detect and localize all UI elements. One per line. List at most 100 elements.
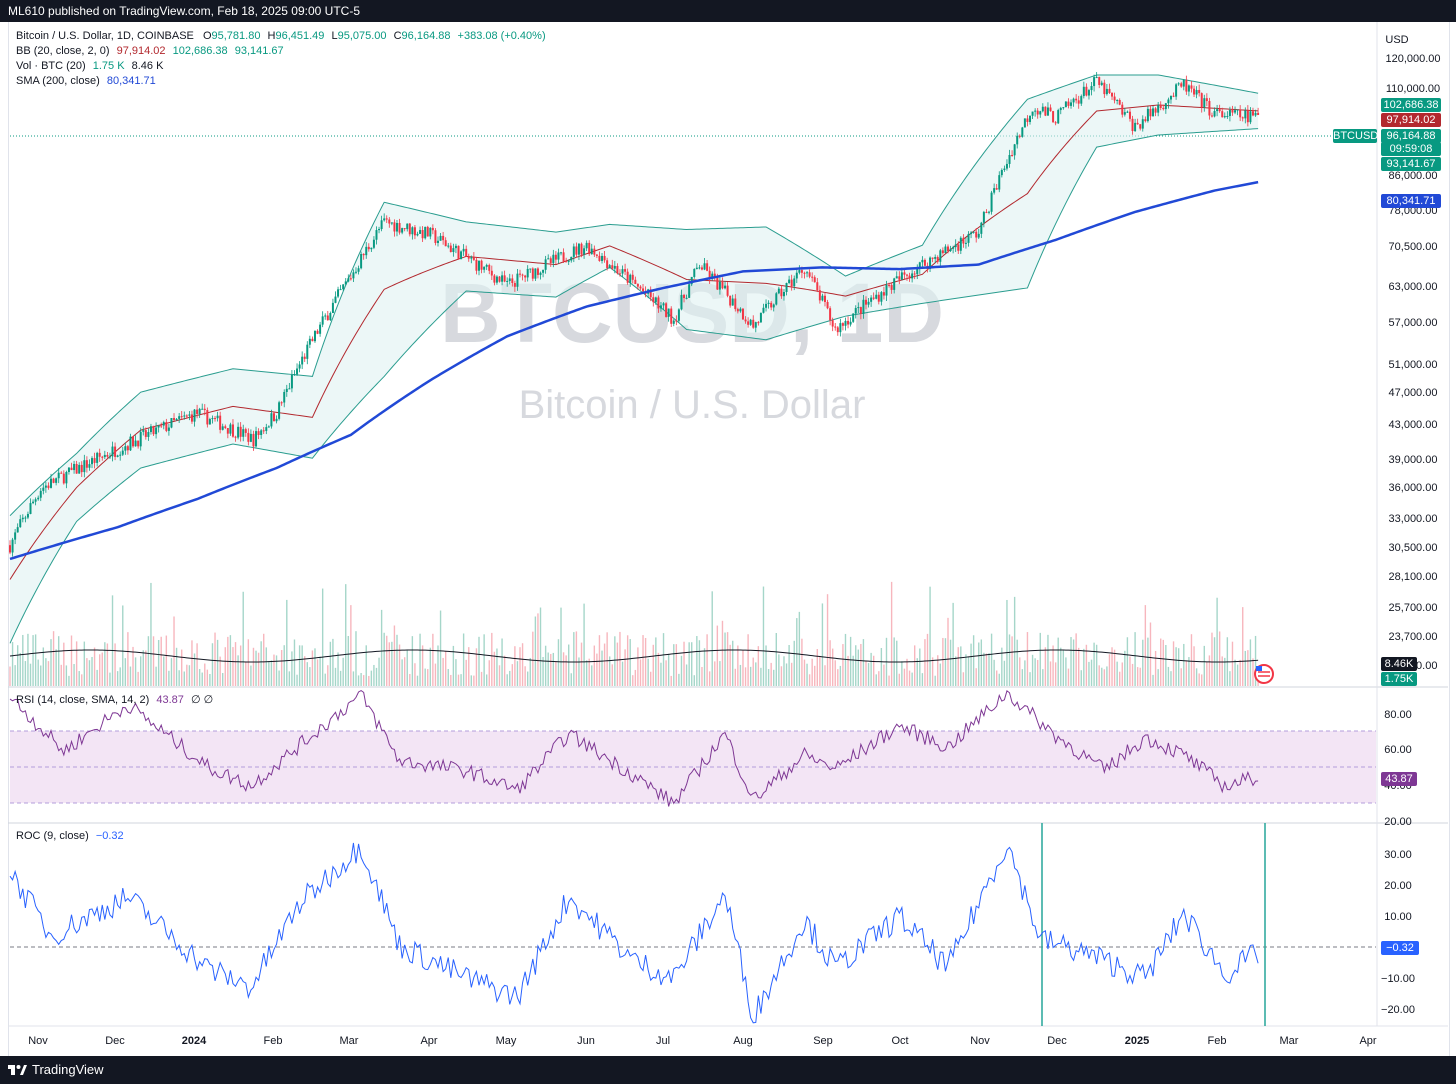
candle-body — [462, 248, 465, 252]
tradingview-brand: TradingView — [32, 1062, 104, 1077]
candle-body — [601, 255, 604, 261]
candle-body — [1072, 98, 1075, 103]
candle-body — [1000, 170, 1003, 176]
candle-body — [1118, 100, 1121, 105]
candle-body — [55, 478, 58, 483]
legend-vol[interactable]: Vol · BTC (20) 1.75 K 8.46 K — [16, 60, 163, 72]
candle-body — [101, 456, 104, 458]
candle-body — [375, 230, 378, 240]
candle-body — [406, 223, 409, 230]
candle-body — [11, 539, 14, 553]
candle-body — [321, 316, 324, 325]
candle-body — [208, 419, 211, 425]
candle-body — [952, 247, 955, 249]
candle-body — [590, 248, 593, 255]
candle-body — [1141, 119, 1144, 129]
candle-body — [216, 415, 219, 419]
candle-body — [362, 253, 365, 256]
candle-body — [575, 246, 578, 255]
roc-axis[interactable]: 30.00 20.00 10.00 −10.00 −20.00 — [1381, 849, 1415, 1016]
candle-body — [921, 259, 924, 263]
legend-sma-value: 80,341.71 — [106, 75, 156, 87]
candle-body — [1218, 109, 1221, 112]
candle-body — [757, 322, 760, 324]
candle-body — [839, 323, 842, 333]
candle-body — [247, 432, 250, 442]
candle-body — [875, 294, 878, 299]
candle-body — [703, 263, 706, 270]
candle-body — [436, 240, 439, 243]
candle-body — [711, 273, 714, 279]
candle-body — [595, 254, 598, 256]
legend-bb[interactable]: BB (20, close, 2, 0) 97,914.02 102,686.3… — [16, 45, 284, 57]
candle-body — [1087, 90, 1090, 96]
candle-body — [211, 418, 214, 420]
publish-header: ML610 published on TradingView.com, Feb … — [0, 0, 1456, 22]
candle-body — [272, 413, 275, 422]
us-flag-icon[interactable] — [1254, 664, 1274, 684]
price-tick: 63,000.00 — [1389, 281, 1438, 293]
candle-body — [280, 402, 283, 404]
candle-body — [1067, 101, 1070, 106]
candle-body — [383, 218, 386, 221]
candle-body — [916, 268, 919, 275]
tradingview-logo[interactable]: TradingView — [8, 1062, 104, 1077]
candle-body — [693, 268, 696, 277]
candle-body — [416, 233, 419, 236]
candle-body — [47, 485, 50, 488]
legend-rsi-value: 43.87 — [156, 694, 184, 706]
candle-body — [426, 226, 429, 237]
candle-body — [1159, 105, 1162, 108]
candle-body — [526, 268, 529, 278]
legend-sma[interactable]: SMA (200, close) 80,341.71 — [16, 75, 156, 87]
price-tick: 30,500.00 — [1389, 542, 1438, 554]
candle-body — [1131, 118, 1134, 132]
legend-rsi[interactable]: RSI (14, close, SMA, 14, 2) 43.87 ∅ ∅ — [16, 693, 213, 706]
price-tick: 39,000.00 — [1389, 454, 1438, 466]
candle-body — [165, 422, 168, 431]
candle-body — [939, 250, 942, 262]
candle-body — [162, 422, 165, 426]
candle-body — [244, 429, 247, 433]
candle-body — [1172, 95, 1175, 97]
rsi-axis[interactable]: 80.00 60.00 40.00 20.00 — [1384, 709, 1412, 828]
price-tick: 36,000.00 — [1389, 482, 1438, 494]
candle-body — [821, 295, 824, 301]
candle-body — [654, 297, 657, 303]
candle-body — [9, 545, 11, 553]
chart-frame[interactable] — [8, 22, 1450, 1056]
price-tick: 47,000.00 — [1389, 387, 1438, 399]
candle-body — [308, 338, 311, 345]
candle-body — [685, 297, 688, 299]
legend-low-label: L — [331, 30, 338, 42]
candle-body — [214, 418, 217, 420]
candle-body — [903, 272, 906, 275]
candle-body — [806, 272, 809, 274]
candle-body — [793, 278, 796, 287]
candle-body — [1146, 108, 1149, 122]
bb-basis-line — [9, 104, 1259, 580]
candle-body — [1210, 115, 1213, 117]
candle-body — [1187, 85, 1190, 92]
candle-body — [880, 292, 883, 302]
candle-body — [1021, 127, 1024, 137]
legend-roc-label: ROC (9, close) — [16, 830, 89, 842]
time-axis[interactable]: Nov Dec 2024 Feb Mar Apr May Jun Jul Aug… — [28, 1035, 1377, 1047]
candle-body — [990, 192, 993, 212]
candle-body — [762, 307, 765, 313]
candle-body — [724, 285, 727, 289]
candle-body — [841, 323, 844, 326]
candle-body — [44, 485, 47, 488]
legend-roc[interactable]: ROC (9, close) −0.32 — [16, 830, 124, 842]
indicator-lines-layer — [9, 180, 1259, 1024]
candle-body — [642, 288, 645, 292]
candle-body — [649, 289, 652, 298]
candle-body — [613, 265, 616, 269]
candle-body — [267, 426, 270, 428]
candle-body — [1244, 110, 1247, 119]
legend-main[interactable]: Bitcoin / U.S. Dollar, 1D, COINBASE O95,… — [16, 30, 546, 42]
candle-body — [326, 315, 329, 321]
candle-body — [1234, 110, 1237, 113]
candle-body — [598, 255, 601, 261]
